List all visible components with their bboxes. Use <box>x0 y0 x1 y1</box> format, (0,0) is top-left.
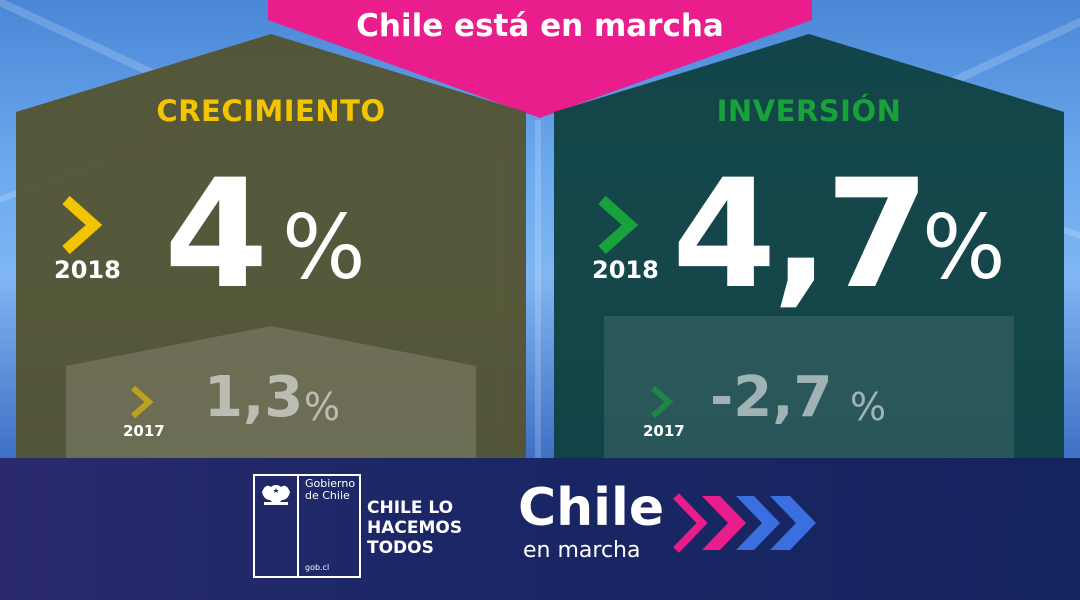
growth-panel-shape <box>16 34 526 460</box>
government-logo-divider <box>297 474 299 578</box>
government-logo-text: Gobierno de Chile <box>305 477 356 502</box>
investment-current-year: 2018 <box>592 256 659 284</box>
growth-current-unit: % <box>282 196 366 299</box>
growth-current-value: 4 <box>164 148 268 322</box>
chevron-right-icon <box>598 195 639 255</box>
investment-panel-shape <box>554 34 1064 460</box>
brand-name: Chile <box>518 478 665 538</box>
growth-title: CRECIMIENTO <box>156 94 386 128</box>
investment-title: INVERSIÓN <box>716 94 902 128</box>
coat-of-arms-icon <box>262 485 290 505</box>
chevron-right-icon <box>131 385 154 419</box>
brand-subtitle: en marcha <box>523 538 641 563</box>
growth-previous-unit: % <box>304 385 341 429</box>
growth-previous-value: 1,3 <box>204 365 304 430</box>
background-beam <box>535 120 541 460</box>
government-url: gob.cl <box>305 563 330 572</box>
slogan: CHILE LO HACEMOS TODOS <box>367 498 463 558</box>
investment-previous-value: -2,7 <box>710 365 833 430</box>
title-banner-shape <box>268 0 812 118</box>
government-logo <box>253 474 361 578</box>
footer <box>0 458 1080 600</box>
investment-current-unit: % <box>922 196 1006 299</box>
investment-previous-unit: % <box>850 385 887 429</box>
page-title: Chile está en marcha <box>356 8 724 44</box>
investment-panel: INVERSIÓN 2018 4,7 % 2017 -2,7 % <box>554 34 1064 460</box>
investment-previous-year: 2017 <box>643 422 685 440</box>
brand-chevrons-icon <box>673 493 816 553</box>
investment-current-value: 4,7 <box>672 148 930 322</box>
growth-panel: CRECIMIENTO 2018 4 % 2017 1,3 % <box>16 34 526 460</box>
chevron-right-icon <box>651 385 674 419</box>
chevron-right-icon <box>62 195 103 255</box>
growth-current-year: 2018 <box>54 256 121 284</box>
growth-previous-year: 2017 <box>123 422 165 440</box>
